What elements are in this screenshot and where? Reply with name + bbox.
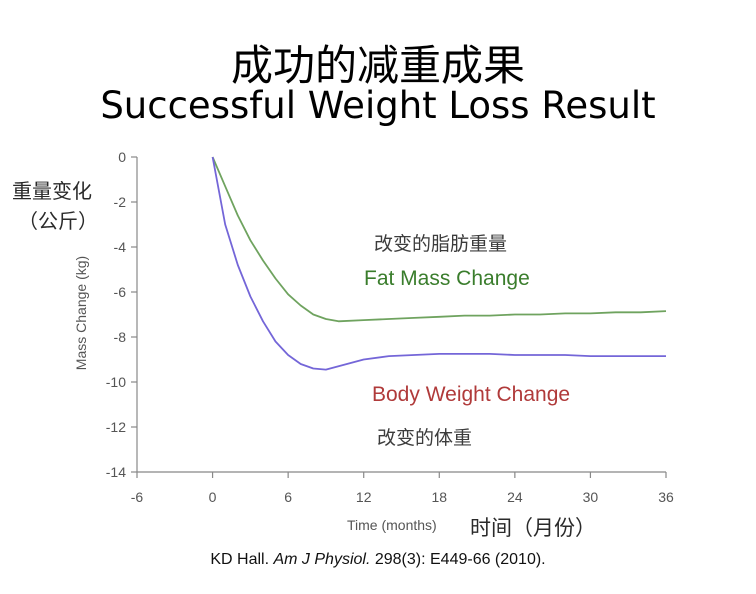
body-weight-series-label: Body Weight Change <box>372 383 570 406</box>
chart-ticks: 0 -2 -4 -6 -8 -10 -12 -14 -6 0 6 12 18 24 30 36 <box>106 149 674 505</box>
body-weight-label-chinese: 改变的体重 <box>377 427 473 449</box>
y-tick-label: -8 <box>114 329 127 345</box>
x-axis-label: Time (months) <box>347 517 437 533</box>
fat-mass-label-chinese: 改变的脂肪重量 <box>374 233 508 255</box>
x-tick-label: 6 <box>284 489 292 505</box>
x-tick-label: -6 <box>131 489 144 505</box>
chart-axes <box>136 157 666 473</box>
y-tick-label: -2 <box>114 194 127 210</box>
chart-series <box>211 156 667 371</box>
citation-details: 298(3): E449-66 (2010). <box>370 551 546 568</box>
x-tick-label: 24 <box>507 489 523 505</box>
citation: KD Hall. Am J Physiol. 298(3): E449-66 (… <box>0 551 756 569</box>
x-tick-label: 36 <box>658 489 674 505</box>
x-axis-label-chinese: 时间（月份） <box>470 516 596 540</box>
y-tick-label: -12 <box>106 419 126 435</box>
x-tick-label: 12 <box>356 489 372 505</box>
title-chinese: 成功的减重成果 <box>230 41 525 90</box>
y-tick-label: -6 <box>114 284 127 300</box>
body-weight-change-line <box>211 156 666 371</box>
citation-author: KD Hall. <box>210 551 274 568</box>
y-tick-label: -10 <box>106 374 126 390</box>
citation-journal: Am J Physiol. <box>273 551 371 568</box>
fat-mass-change-line <box>211 156 667 323</box>
y-tick-label: -14 <box>106 464 126 480</box>
y-axis-label-chinese-line2: （公斤） <box>18 209 98 233</box>
x-tick-label: 30 <box>583 489 599 505</box>
title-english: Successful Weight Loss Result <box>100 84 656 127</box>
fat-mass-series-label: Fat Mass Change <box>364 267 530 290</box>
x-tick-label: 0 <box>209 489 217 505</box>
y-axis-label: Mass Change (kg) <box>73 256 89 370</box>
y-tick-label: -4 <box>114 239 127 255</box>
y-tick-label: 0 <box>118 149 126 165</box>
x-tick-label: 18 <box>431 489 447 505</box>
y-axis-label-chinese-line1: 重量变化 <box>12 179 92 203</box>
